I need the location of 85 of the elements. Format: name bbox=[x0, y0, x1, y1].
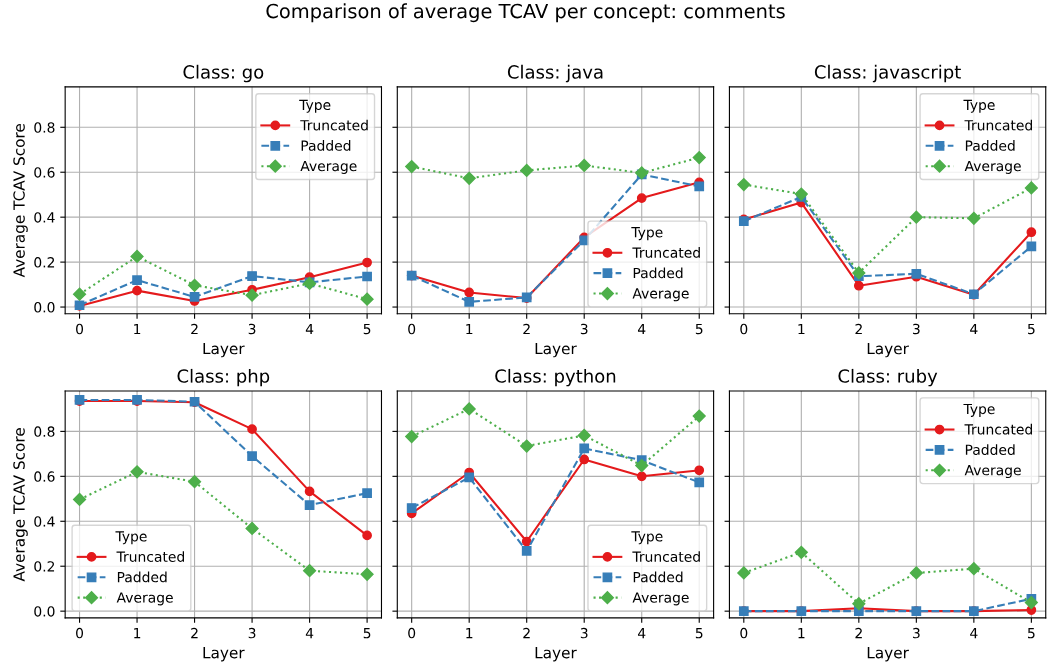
legend-label: Padded bbox=[301, 140, 351, 151]
legend-label: Average bbox=[964, 465, 1021, 479]
y-tick-label: 0.6 bbox=[34, 471, 55, 482]
chart-title: Class: python bbox=[495, 368, 616, 387]
x-tick-label: 2 bbox=[855, 323, 862, 335]
legend-label: Average bbox=[964, 160, 1021, 174]
x-tick-label: 3 bbox=[912, 323, 920, 335]
legend-label: Average bbox=[632, 288, 689, 302]
x-tick-label: 0 bbox=[408, 627, 416, 639]
x-tick-label: 1 bbox=[134, 628, 141, 639]
x-tick-label: 4 bbox=[637, 323, 646, 335]
x-axis-title: Layer bbox=[867, 647, 909, 662]
x-axis-title: Layer bbox=[203, 342, 245, 358]
legend-label: Padded bbox=[965, 444, 1015, 455]
x-tick-label: 4 bbox=[970, 628, 978, 639]
x-tick-label: 0 bbox=[76, 323, 84, 335]
y-axis-title: Average TCAV Score bbox=[13, 124, 28, 278]
x-axis-title: Layer bbox=[535, 647, 577, 662]
y-axis-title: Average TCAV Score bbox=[13, 428, 28, 582]
x-tick-label: 5 bbox=[695, 628, 703, 639]
x-tick-label: 1 bbox=[798, 323, 805, 335]
x-tick-label: 3 bbox=[580, 323, 588, 335]
x-tick-label: 3 bbox=[248, 627, 256, 639]
legend-title: Type bbox=[299, 99, 331, 113]
chart-title: Class: ruby bbox=[838, 368, 938, 387]
x-tick-label: 2 bbox=[191, 323, 198, 335]
x-tick-label: 2 bbox=[191, 627, 198, 639]
legend-label: Average bbox=[116, 592, 173, 606]
x-tick-label: 0 bbox=[76, 627, 84, 639]
legend-label: Padded bbox=[965, 140, 1015, 151]
x-tick-label: 5 bbox=[363, 323, 371, 335]
y-tick-label: 0.2 bbox=[34, 561, 55, 572]
legend-label: Padded bbox=[117, 571, 167, 583]
x-tick-label: 0 bbox=[740, 627, 748, 639]
legend-label: Truncated bbox=[632, 247, 700, 258]
x-axis-title: Layer bbox=[535, 342, 577, 358]
x-tick-label: 3 bbox=[912, 627, 920, 639]
legend-title: Type bbox=[963, 403, 995, 417]
chart-title: Class: php bbox=[177, 368, 270, 387]
x-tick-label: 4 bbox=[305, 323, 314, 335]
legend-label: Average bbox=[632, 592, 689, 606]
x-tick-label: 1 bbox=[466, 628, 473, 639]
chart-title: Class: javascript bbox=[814, 64, 961, 83]
legend-label: Average bbox=[300, 160, 357, 174]
y-tick-label: 0.6 bbox=[34, 167, 55, 178]
x-axis-title: Layer bbox=[203, 647, 245, 662]
chart-title: Class: java bbox=[507, 64, 603, 83]
x-axis-title: Layer bbox=[867, 342, 909, 358]
legend-title: Type bbox=[963, 99, 995, 113]
x-tick-label: 2 bbox=[523, 323, 530, 335]
y-tick-label: 0.8 bbox=[34, 122, 55, 133]
x-tick-label: 3 bbox=[248, 323, 256, 335]
legend-title: Type bbox=[631, 227, 663, 241]
legend-title: Type bbox=[631, 531, 663, 545]
x-tick-label: 3 bbox=[580, 627, 588, 639]
x-tick-label: 5 bbox=[1028, 628, 1035, 639]
legend-label: Truncated bbox=[632, 551, 700, 562]
x-tick-label: 1 bbox=[466, 323, 473, 335]
y-tick-label: 0.2 bbox=[34, 257, 55, 268]
legend-label: Padded bbox=[633, 571, 683, 583]
x-tick-label: 2 bbox=[523, 627, 530, 639]
legend-label: Truncated bbox=[964, 119, 1032, 131]
legend-label: Truncated bbox=[116, 551, 184, 562]
y-tick-label: 0.8 bbox=[34, 426, 55, 437]
x-tick-label: 5 bbox=[1028, 323, 1035, 335]
x-tick-label: 1 bbox=[798, 628, 805, 639]
legend-label: Truncated bbox=[964, 423, 1032, 435]
legend-label: Truncated bbox=[300, 119, 368, 131]
legend-label: Padded bbox=[633, 267, 683, 279]
x-tick-label: 0 bbox=[740, 323, 748, 335]
x-tick-label: 0 bbox=[408, 323, 416, 335]
x-tick-label: 1 bbox=[134, 323, 141, 335]
x-tick-label: 5 bbox=[363, 628, 371, 639]
y-tick-label: 0.4 bbox=[34, 212, 55, 223]
x-tick-label: 4 bbox=[637, 628, 646, 639]
y-tick-label: 0.0 bbox=[34, 606, 55, 617]
chart-title: Class: go bbox=[183, 64, 264, 83]
x-tick-label: 4 bbox=[305, 628, 314, 639]
legend-title: Type bbox=[115, 531, 147, 545]
x-tick-label: 5 bbox=[695, 323, 703, 335]
x-tick-label: 4 bbox=[970, 323, 978, 335]
text: Comparison of average TCAV per concept: comments bbox=[266, 3, 785, 23]
x-tick-label: 2 bbox=[855, 627, 862, 639]
y-tick-label: 0.4 bbox=[34, 516, 55, 527]
y-tick-label: 0.0 bbox=[34, 302, 55, 313]
